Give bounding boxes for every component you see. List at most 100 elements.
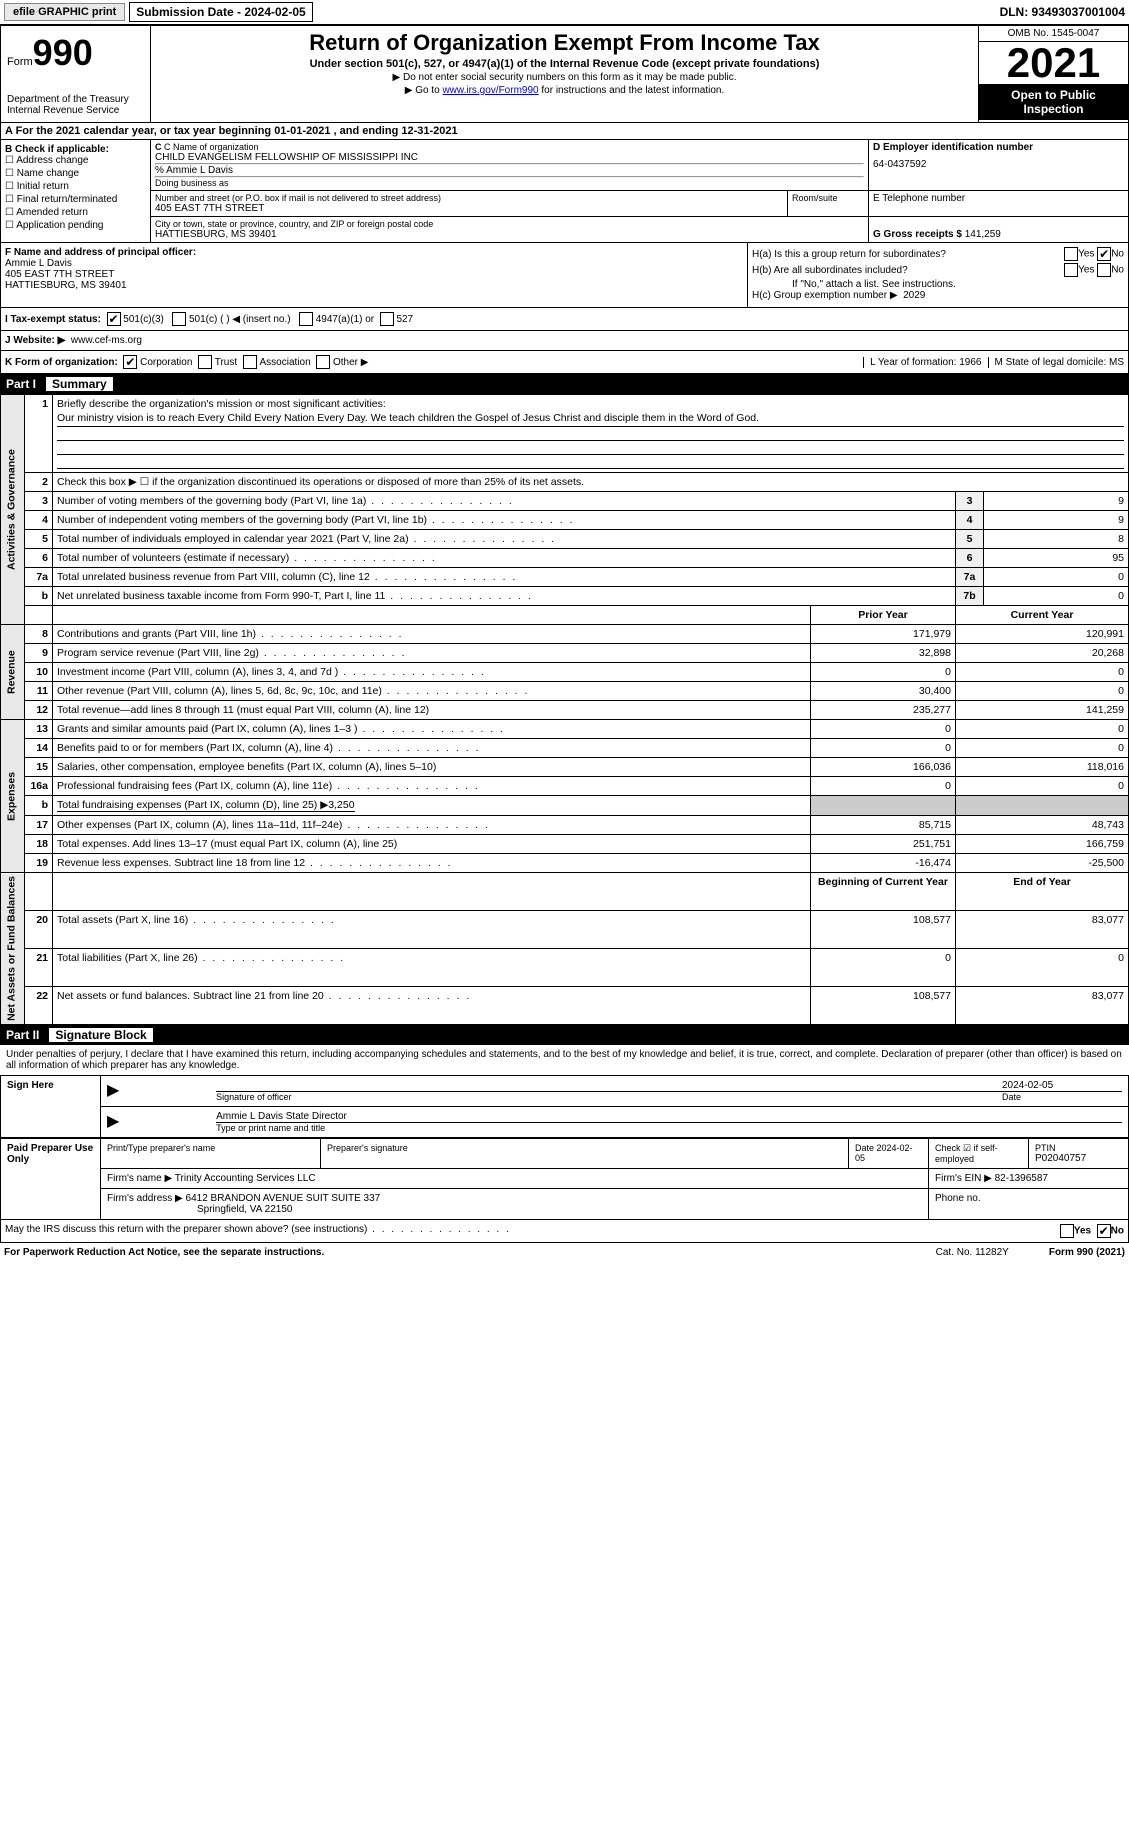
room-label: Room/suite: [792, 193, 864, 203]
discuss-row: May the IRS discuss this return with the…: [0, 1220, 1129, 1243]
year-formation: L Year of formation: 1966: [863, 357, 981, 368]
irs-label: Internal Revenue Service: [7, 105, 144, 116]
dba-label: Doing business as: [155, 178, 864, 188]
vtab-revenue: Revenue: [1, 625, 25, 720]
firm-addr2: Springfield, VA 22150: [197, 1204, 292, 1215]
dept-treasury: Department of the Treasury: [7, 94, 144, 105]
form-org-label: K Form of organization:: [5, 357, 118, 368]
printed-name-label: Type or print name and title: [216, 1123, 1122, 1133]
cb-name-change[interactable]: ☐ Name change: [5, 168, 146, 179]
sign-here-label: Sign Here: [1, 1075, 101, 1137]
vtab-netassets: Net Assets or Fund Balances: [1, 873, 25, 1025]
form-subtitle: Under section 501(c), 527, or 4947(a)(1)…: [155, 58, 974, 70]
h-b-note: If "No," attach a list. See instructions…: [752, 279, 1124, 290]
irs-link[interactable]: www.irs.gov/Form990: [442, 85, 538, 96]
jurat-text: Under penalties of perjury, I declare th…: [0, 1045, 1129, 1075]
printed-name: Ammie L Davis State Director: [216, 1111, 1122, 1123]
efile-print-button[interactable]: efile GRAPHIC print: [4, 3, 125, 21]
submission-date: Submission Date - 2024-02-05: [129, 2, 312, 22]
form-title: Return of Organization Exempt From Incom…: [155, 30, 974, 56]
sig-date: 2024-02-05: [1002, 1080, 1122, 1092]
row-a-tax-year: A For the 2021 calendar year, or tax yea…: [0, 123, 1129, 140]
firm-ein-label: Firm's EIN ▶: [935, 1173, 992, 1184]
firm-addr1: 6412 BRANDON AVENUE SUIT SUITE 337: [186, 1193, 381, 1204]
org-name: CHILD EVANGELISM FELLOWSHIP OF MISSISSIP…: [155, 152, 864, 163]
ein-value: 64-0437592: [873, 159, 1124, 170]
cb-501c[interactable]: [172, 312, 186, 326]
discuss-no[interactable]: [1097, 1224, 1111, 1238]
discuss-yes[interactable]: [1060, 1224, 1074, 1238]
state-domicile: M State of legal domicile: MS: [988, 357, 1125, 368]
care-of: % Ammie L Davis: [155, 165, 864, 176]
row-k: K Form of organization: Corporation Trus…: [0, 351, 1129, 374]
tax-year: 2021: [979, 42, 1128, 84]
cb-amended-return[interactable]: ☐ Amended return: [5, 207, 146, 218]
h-c-value: 2029: [903, 290, 925, 301]
row-fh: F Name and address of principal officer:…: [0, 243, 1129, 308]
sign-here-table: Sign Here ▶ 2024-02-05 Signature of offi…: [0, 1075, 1129, 1138]
page-footer: For Paperwork Reduction Act Notice, see …: [0, 1243, 1129, 1262]
h-c-label: H(c) Group exemption number ▶: [752, 290, 898, 301]
website-value: www.cef-ms.org: [71, 335, 142, 346]
cat-number: Cat. No. 11282Y: [936, 1247, 1009, 1258]
prep-date: Date 2024-02-05: [855, 1143, 922, 1163]
h-b-label: H(b) Are all subordinates included?: [752, 265, 908, 276]
check-self-employed[interactable]: Check ☑ if self-employed: [935, 1143, 1022, 1164]
officer-name: Ammie L Davis: [5, 258, 72, 269]
cb-527[interactable]: [380, 312, 394, 326]
box-b-label: B Check if applicable:: [5, 144, 109, 155]
hdr-end: End of Year: [956, 873, 1129, 911]
ptin-label: PTIN: [1035, 1143, 1122, 1153]
line2: Check this box ▶ ☐ if the organization d…: [53, 473, 1129, 492]
discuss-text: May the IRS discuss this return with the…: [5, 1224, 511, 1238]
dln: DLN: 93493037001004: [1000, 5, 1125, 19]
ha-yes[interactable]: [1064, 247, 1078, 261]
firm-addr-label: Firm's address ▶: [107, 1193, 183, 1204]
street-label: Number and street (or P.O. box if mail i…: [155, 193, 783, 203]
goto-note: ▶ Go to www.irs.gov/Form990 for instruct…: [155, 85, 974, 96]
cb-4947[interactable]: [299, 312, 313, 326]
cb-trust[interactable]: [198, 355, 212, 369]
officer-city: HATTIESBURG, MS 39401: [5, 280, 127, 291]
officer-label: F Name and address of principal officer:: [5, 247, 196, 258]
paid-preparer-label: Paid Preparer Use Only: [1, 1138, 101, 1219]
hb-yes[interactable]: [1064, 263, 1078, 277]
cb-address-change[interactable]: ☐ Address change: [5, 155, 146, 166]
gross-receipts-label: G Gross receipts $: [873, 229, 962, 240]
cb-assoc[interactable]: [243, 355, 257, 369]
paid-preparer-table: Paid Preparer Use Only Print/Type prepar…: [0, 1138, 1129, 1220]
prep-name-label: Print/Type preparer's name: [107, 1143, 314, 1153]
cb-application-pending[interactable]: ☐ Application pending: [5, 220, 146, 231]
ha-no[interactable]: [1097, 247, 1111, 261]
cb-initial-return[interactable]: ☐ Initial return: [5, 181, 146, 192]
hb-no[interactable]: [1097, 263, 1111, 277]
city-label: City or town, state or province, country…: [155, 219, 864, 229]
prep-sig-label: Preparer's signature: [327, 1143, 842, 1153]
street-value: 405 EAST 7TH STREET: [155, 203, 783, 214]
sig-officer-label: Signature of officer: [216, 1092, 1002, 1102]
ein-label: D Employer identification number: [873, 142, 1124, 153]
summary-table: Activities & Governance 1 Briefly descri…: [0, 394, 1129, 1025]
vtab-expenses: Expenses: [1, 720, 25, 873]
org-name-label: C C Name of organization: [155, 142, 864, 152]
firm-name: Trinity Accounting Services LLC: [175, 1173, 316, 1184]
cb-final-return[interactable]: ☐ Final return/terminated: [5, 194, 146, 205]
cb-corp[interactable]: [123, 355, 137, 369]
pra-notice: For Paperwork Reduction Act Notice, see …: [4, 1247, 324, 1258]
tax-status-label: I Tax-exempt status:: [5, 314, 101, 325]
line1-label: Briefly describe the organization's miss…: [57, 398, 386, 410]
mission-text: Our ministry vision is to reach Every Ch…: [57, 410, 1124, 427]
gross-receipts-value: 141,259: [965, 229, 1001, 240]
cb-other[interactable]: [316, 355, 330, 369]
row-i: I Tax-exempt status: 501(c)(3) 501(c) ( …: [0, 308, 1129, 331]
sig-date-label: Date: [1002, 1092, 1122, 1102]
website-label: J Website: ▶: [5, 335, 65, 346]
city-value: HATTIESBURG, MS 39401: [155, 229, 864, 240]
hdr-begin: Beginning of Current Year: [811, 873, 956, 911]
cb-501c3[interactable]: [107, 312, 121, 326]
top-bar: efile GRAPHIC print Submission Date - 20…: [0, 0, 1129, 25]
firm-ein: 82-1396587: [995, 1173, 1048, 1184]
open-inspection: Open to Public Inspection: [979, 84, 1128, 120]
officer-street: 405 EAST 7TH STREET: [5, 269, 114, 280]
vtab-governance: Activities & Governance: [1, 395, 25, 625]
